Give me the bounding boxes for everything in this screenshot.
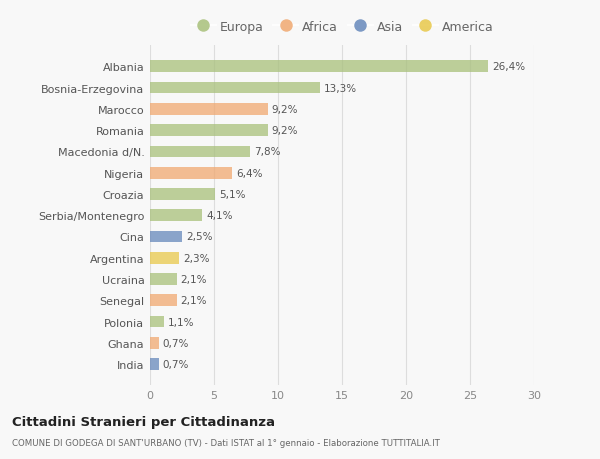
Text: Cittadini Stranieri per Cittadinanza: Cittadini Stranieri per Cittadinanza [12,415,275,428]
Bar [150,125,268,137]
Text: 2,1%: 2,1% [181,274,207,285]
Bar [150,274,177,285]
Bar [150,358,159,370]
Bar [150,252,179,264]
Bar [150,62,488,73]
Text: 2,1%: 2,1% [181,296,207,306]
Text: 7,8%: 7,8% [254,147,280,157]
Bar [150,337,159,349]
Text: 13,3%: 13,3% [324,84,357,93]
Text: 0,7%: 0,7% [163,359,189,369]
Bar [150,189,215,200]
Text: 1,1%: 1,1% [168,317,194,327]
Bar [150,146,250,158]
Text: 26,4%: 26,4% [492,62,525,72]
Text: COMUNE DI GODEGA DI SANT'URBANO (TV) - Dati ISTAT al 1° gennaio - Elaborazione T: COMUNE DI GODEGA DI SANT'URBANO (TV) - D… [12,438,440,448]
Text: 2,3%: 2,3% [183,253,210,263]
Text: 6,4%: 6,4% [236,168,262,178]
Text: 4,1%: 4,1% [206,211,233,221]
Bar [150,210,202,222]
Bar [150,83,320,94]
Bar [150,104,268,116]
Bar [150,295,177,307]
Bar [150,316,164,328]
Legend: Europa, Africa, Asia, America: Europa, Africa, Asia, America [188,18,496,36]
Text: 9,2%: 9,2% [272,105,298,115]
Text: 5,1%: 5,1% [219,190,245,200]
Bar [150,231,182,243]
Text: 2,5%: 2,5% [186,232,212,242]
Bar [150,168,232,179]
Text: 0,7%: 0,7% [163,338,189,348]
Text: 9,2%: 9,2% [272,126,298,136]
